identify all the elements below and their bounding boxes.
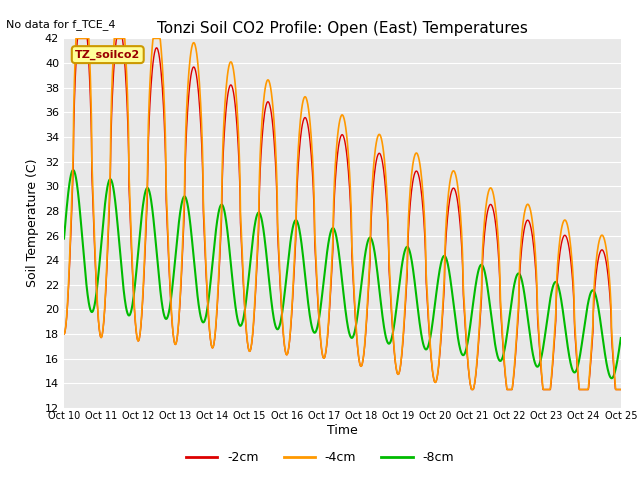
Title: Tonzi Soil CO2 Profile: Open (East) Temperatures: Tonzi Soil CO2 Profile: Open (East) Temp…	[157, 21, 528, 36]
-2cm	[184, 99, 192, 105]
-2cm	[502, 382, 510, 388]
-4cm	[184, 78, 192, 84]
-4cm	[72, 36, 80, 41]
-2cm	[246, 347, 254, 353]
Legend: -2cm, -4cm, -8cm: -2cm, -4cm, -8cm	[181, 446, 459, 469]
-8cm	[60, 236, 68, 241]
-4cm	[552, 316, 559, 322]
-8cm	[502, 339, 509, 345]
-2cm	[617, 387, 625, 393]
-8cm	[607, 375, 615, 381]
-4cm	[617, 387, 625, 393]
Text: No data for f_TCE_4: No data for f_TCE_4	[6, 19, 116, 30]
-8cm	[617, 335, 625, 341]
-8cm	[184, 205, 192, 211]
-4cm	[171, 340, 179, 346]
-8cm	[70, 167, 77, 173]
-2cm	[74, 36, 81, 41]
-8cm	[171, 262, 179, 267]
-2cm	[468, 387, 476, 393]
Line: -8cm: -8cm	[64, 170, 621, 378]
-2cm	[171, 340, 179, 346]
-4cm	[60, 331, 68, 337]
-4cm	[429, 372, 437, 378]
Line: -4cm: -4cm	[64, 38, 621, 390]
-4cm	[468, 387, 476, 393]
-2cm	[552, 324, 559, 329]
-8cm	[551, 279, 559, 285]
-4cm	[502, 381, 510, 386]
-8cm	[429, 316, 437, 322]
-4cm	[246, 347, 254, 353]
Text: TZ_soilco2: TZ_soilco2	[75, 49, 140, 60]
-8cm	[246, 257, 254, 263]
Y-axis label: Soil Temperature (C): Soil Temperature (C)	[26, 159, 39, 288]
X-axis label: Time: Time	[327, 423, 358, 436]
Line: -2cm: -2cm	[64, 38, 621, 390]
-2cm	[60, 331, 68, 337]
-2cm	[429, 373, 437, 379]
